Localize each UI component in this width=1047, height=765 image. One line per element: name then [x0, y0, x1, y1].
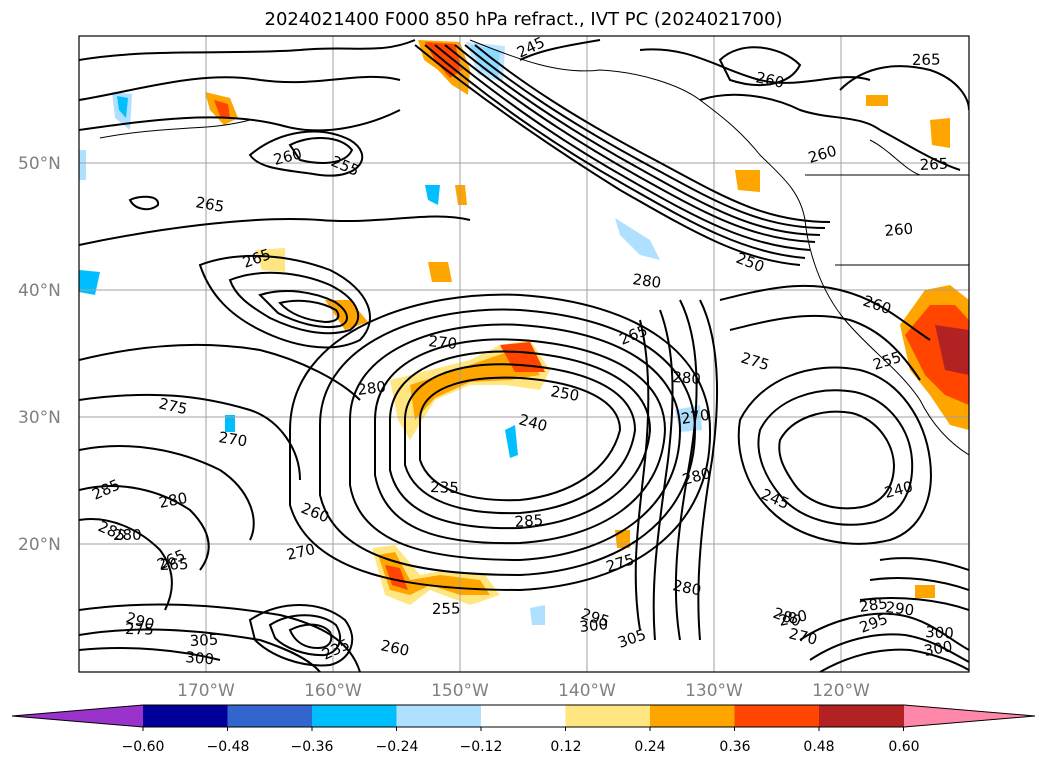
- colorbar-tick-label: −0.60: [122, 739, 165, 755]
- colorbar-tick-label: 0.36: [719, 739, 750, 755]
- colorbar-tick-label: −0.12: [460, 739, 503, 755]
- contour-label: 280: [631, 270, 662, 292]
- contour-label: 280: [777, 606, 809, 630]
- contour-label: 260: [754, 68, 786, 92]
- lat-label: 20°N: [18, 535, 61, 555]
- colorbar-segments: [11, 704, 1036, 728]
- contour-label: 235: [430, 478, 459, 497]
- latitude-labels: 50°N 40°N 30°N 20°N: [18, 154, 61, 555]
- contour-label: 270: [217, 428, 248, 450]
- colorbar-segment: [819, 705, 904, 727]
- contour-label: 270: [428, 332, 458, 353]
- contour-label: 280: [157, 489, 189, 512]
- colorbar-tick-label: 0.48: [803, 739, 834, 755]
- lon-label: 170°W: [177, 681, 235, 701]
- colorbar-tick-label: 0.12: [550, 739, 581, 755]
- colorbar: −0.60 −0.48 −0.36 −0.24 −0.12 0.12 0.24 …: [11, 704, 1036, 755]
- lat-label: 40°N: [18, 281, 61, 301]
- contour-label: 290: [885, 598, 916, 619]
- colorbar-extend-left: [12, 705, 143, 727]
- contour-label: 260: [379, 636, 411, 660]
- colorbar-tick-label: −0.36: [291, 739, 334, 755]
- lon-label: 160°W: [304, 681, 362, 701]
- colorbar-extend-right: [904, 705, 1035, 727]
- colorbar-segment: [143, 705, 228, 727]
- contour-label: 300: [579, 615, 609, 636]
- contour-label: 300: [925, 623, 955, 642]
- lat-label: 30°N: [18, 408, 61, 428]
- lat-label: 50°N: [18, 154, 61, 174]
- contour-label: 270: [680, 406, 711, 428]
- contour-label: 285: [858, 594, 889, 616]
- colorbar-tick-label: −0.48: [207, 739, 250, 755]
- refractivity-contours: [79, 39, 969, 672]
- colorbar-ticks: [142, 727, 904, 731]
- colorbar-segment: [396, 705, 482, 727]
- colorbar-segment: [650, 705, 735, 727]
- colorbar-tick-label: 0.60: [888, 739, 919, 755]
- contour-label: 275: [125, 620, 154, 638]
- plot-frame: [78, 35, 970, 673]
- colorbar-labels: −0.60 −0.48 −0.36 −0.24 −0.12 0.12 0.24 …: [122, 739, 920, 755]
- contour-label: 270: [285, 540, 317, 564]
- contour-label: 280: [671, 576, 703, 599]
- contour-label: 265: [912, 51, 941, 69]
- contour-label: 265: [919, 155, 949, 174]
- contour-label: 255: [432, 600, 461, 618]
- contour-label: 300: [923, 637, 954, 660]
- colorbar-segment: [734, 705, 820, 727]
- lon-label: 130°W: [685, 681, 743, 701]
- longitude-labels: 170°W 160°W 150°W 140°W 130°W 120°W: [177, 681, 870, 701]
- colorbar-segment: [227, 705, 313, 727]
- lon-label: 150°W: [431, 681, 489, 701]
- contour-label: 285: [514, 511, 544, 531]
- ivt-shading: [79, 40, 969, 625]
- map-title: 2024021400 F000 850 hPa refract., IVT PC…: [264, 9, 783, 30]
- contour-label: 265: [160, 555, 189, 574]
- contour-label: 280: [356, 378, 387, 399]
- contour-label: 275: [157, 394, 189, 418]
- contour-label: 300: [185, 648, 215, 668]
- contour-label: 260: [884, 220, 914, 240]
- colorbar-tick-label: 0.24: [634, 739, 665, 755]
- contour-label: 305: [189, 631, 219, 650]
- contour-label: 280: [113, 526, 142, 544]
- coastlines: [99, 39, 969, 456]
- colorbar-segment: [481, 705, 566, 727]
- colorbar-tick-label: −0.24: [376, 739, 419, 755]
- contour-label: 265: [194, 193, 225, 216]
- colorbar-segment: [312, 705, 397, 727]
- lon-label: 140°W: [558, 681, 616, 701]
- lon-label: 120°W: [812, 681, 870, 701]
- contour-label: 250: [549, 382, 580, 405]
- contour-label: 280: [672, 368, 702, 388]
- colorbar-segment: [565, 705, 651, 727]
